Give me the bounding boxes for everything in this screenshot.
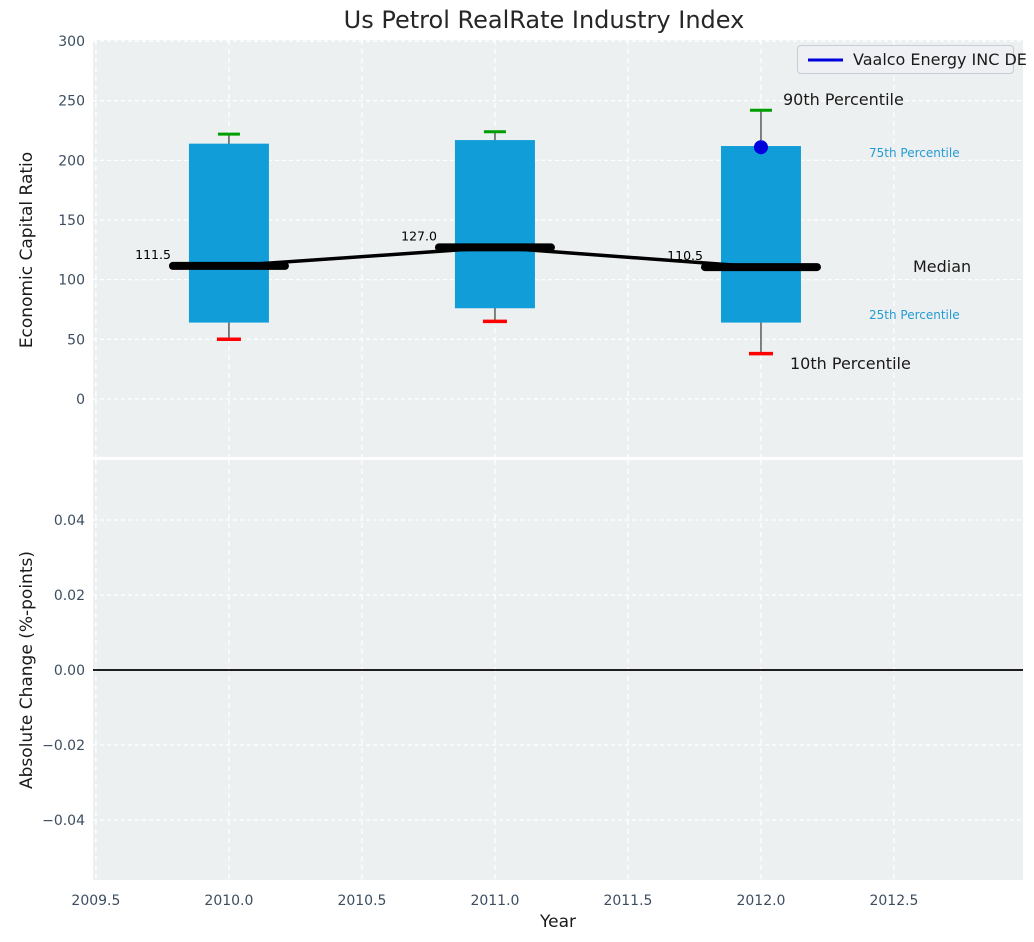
y-tick-label: 0.02: [54, 588, 85, 604]
y-tick-label: 0: [76, 392, 85, 408]
x-tick-label: 2011.5: [603, 893, 652, 909]
y-tick-label: 0.04: [54, 513, 85, 529]
chart-title: Us Petrol RealRate Industry Index: [343, 6, 745, 34]
legend-line-sample-icon: [808, 58, 843, 61]
x-tick-label: 2010.0: [204, 893, 253, 909]
annotation-90th-percentile: 90th Percentile: [783, 90, 904, 109]
y-tick-label: 200: [58, 153, 85, 169]
x-tick-label: 2012.0: [736, 893, 785, 909]
y-tick-label: 150: [58, 213, 85, 229]
x-tick-label: 2009.5: [71, 893, 120, 909]
annotation-median: Median: [913, 257, 972, 276]
y-tick-label: 300: [58, 34, 85, 50]
y-tick-label: −0.04: [42, 813, 85, 829]
bottom-plot-area: [93, 460, 1023, 880]
y-tick-label: 100: [58, 273, 85, 289]
y-tick-label: 50: [67, 332, 85, 348]
legend: Vaalco Energy INC DE: [797, 45, 1027, 74]
legend-label: Vaalco Energy INC DE: [853, 50, 1027, 69]
annotation-10th-percentile: 10th Percentile: [790, 354, 911, 373]
x-tick-label: 2012.5: [869, 893, 918, 909]
x-axis-label: Year: [540, 912, 576, 932]
y-tick-label: 250: [58, 94, 85, 110]
x-tick-label: 2011.0: [470, 893, 519, 909]
y-tick-label: 0.00: [54, 663, 85, 679]
x-tick-label: 2010.5: [337, 893, 386, 909]
bottom-y-axis-label: Absolute Change (%-points): [17, 551, 37, 789]
y-tick-label: −0.02: [42, 738, 85, 754]
top-y-axis-label: Economic Capital Ratio: [17, 151, 37, 349]
annotation-25th-percentile: 25th Percentile: [869, 308, 960, 322]
annotation-75th-percentile: 75th Percentile: [869, 146, 960, 160]
